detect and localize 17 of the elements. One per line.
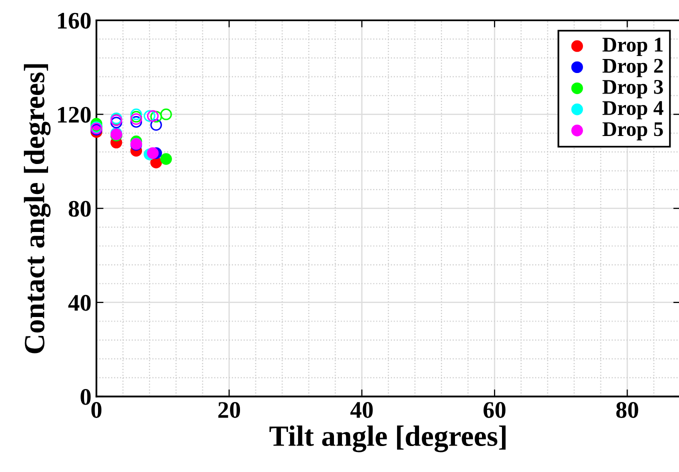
x-tick-label: 0 <box>91 402 102 418</box>
y-tick-label: 80 <box>68 200 91 217</box>
legend-label: Drop 4 <box>602 101 664 120</box>
x-tick-label: 60 <box>484 402 506 418</box>
y-tick-label: 0 <box>80 388 91 405</box>
y-tick-label: 120 <box>58 106 91 123</box>
x-tick-label: 20 <box>218 402 240 418</box>
y-tick-label: 40 <box>68 294 91 311</box>
y-axis-title: Contact angle [degrees] <box>24 64 51 354</box>
x-axis-title: Tilt angle [degrees] <box>269 426 506 452</box>
x-tick-label: 40 <box>350 402 373 418</box>
legend-label: Drop 2 <box>602 58 663 78</box>
y-tick-label: 160 <box>58 12 91 29</box>
legend-label: Drop 3 <box>602 80 663 98</box>
legend-label: Drop 5 <box>602 122 663 140</box>
legend-label: Drop 1 <box>602 38 663 56</box>
x-tick-label: 80 <box>616 402 638 418</box>
